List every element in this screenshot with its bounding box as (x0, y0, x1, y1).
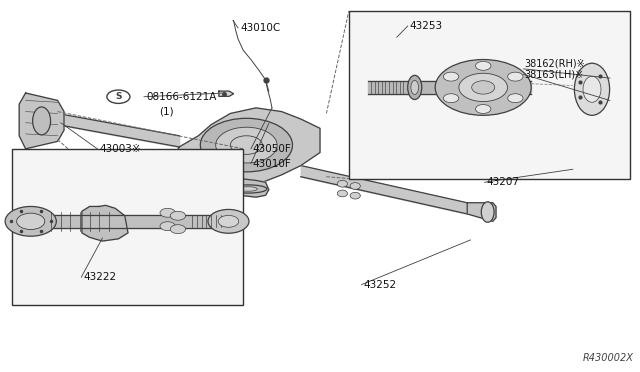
Circle shape (444, 72, 459, 81)
Ellipse shape (350, 183, 360, 189)
Ellipse shape (408, 75, 422, 99)
Circle shape (170, 211, 186, 220)
Text: S: S (115, 92, 122, 101)
Circle shape (208, 209, 249, 233)
Circle shape (476, 105, 491, 113)
Circle shape (218, 215, 239, 227)
Polygon shape (227, 179, 269, 197)
Circle shape (508, 72, 523, 81)
Ellipse shape (411, 80, 419, 94)
Text: 38162(RH)※: 38162(RH)※ (525, 58, 586, 68)
Circle shape (508, 94, 523, 103)
Circle shape (216, 127, 277, 163)
Circle shape (476, 61, 491, 70)
Circle shape (17, 213, 45, 230)
Ellipse shape (337, 180, 348, 187)
Text: 43050F: 43050F (253, 144, 292, 154)
Ellipse shape (239, 187, 257, 191)
Bar (349, 11, 630, 179)
Polygon shape (82, 205, 128, 241)
Polygon shape (19, 93, 64, 149)
Circle shape (459, 73, 508, 102)
Circle shape (170, 225, 186, 234)
Text: 08166-6121A: 08166-6121A (146, 92, 216, 102)
Ellipse shape (575, 63, 610, 115)
Circle shape (160, 222, 175, 231)
Text: 38163(LH)※: 38163(LH)※ (525, 70, 584, 79)
Circle shape (435, 60, 531, 115)
Circle shape (444, 94, 459, 103)
Ellipse shape (583, 76, 601, 102)
Text: R430002X: R430002X (583, 353, 634, 363)
Polygon shape (173, 108, 320, 182)
Circle shape (472, 81, 495, 94)
Polygon shape (219, 91, 234, 96)
Text: 43252: 43252 (364, 280, 397, 289)
Text: 43207: 43207 (486, 177, 520, 187)
Text: 43010C: 43010C (240, 23, 280, 33)
Text: 43003※: 43003※ (99, 144, 141, 154)
Ellipse shape (481, 202, 494, 222)
Text: 43222: 43222 (83, 272, 116, 282)
Text: (1): (1) (159, 107, 173, 116)
Bar (12, 149, 243, 305)
Polygon shape (467, 203, 496, 221)
Ellipse shape (33, 107, 51, 135)
Text: 43010F: 43010F (253, 159, 292, 169)
Ellipse shape (337, 190, 348, 197)
Ellipse shape (230, 185, 267, 193)
Circle shape (5, 206, 56, 236)
Circle shape (200, 118, 292, 172)
Circle shape (160, 208, 175, 217)
Ellipse shape (350, 192, 360, 199)
Text: 43253: 43253 (410, 21, 443, 31)
